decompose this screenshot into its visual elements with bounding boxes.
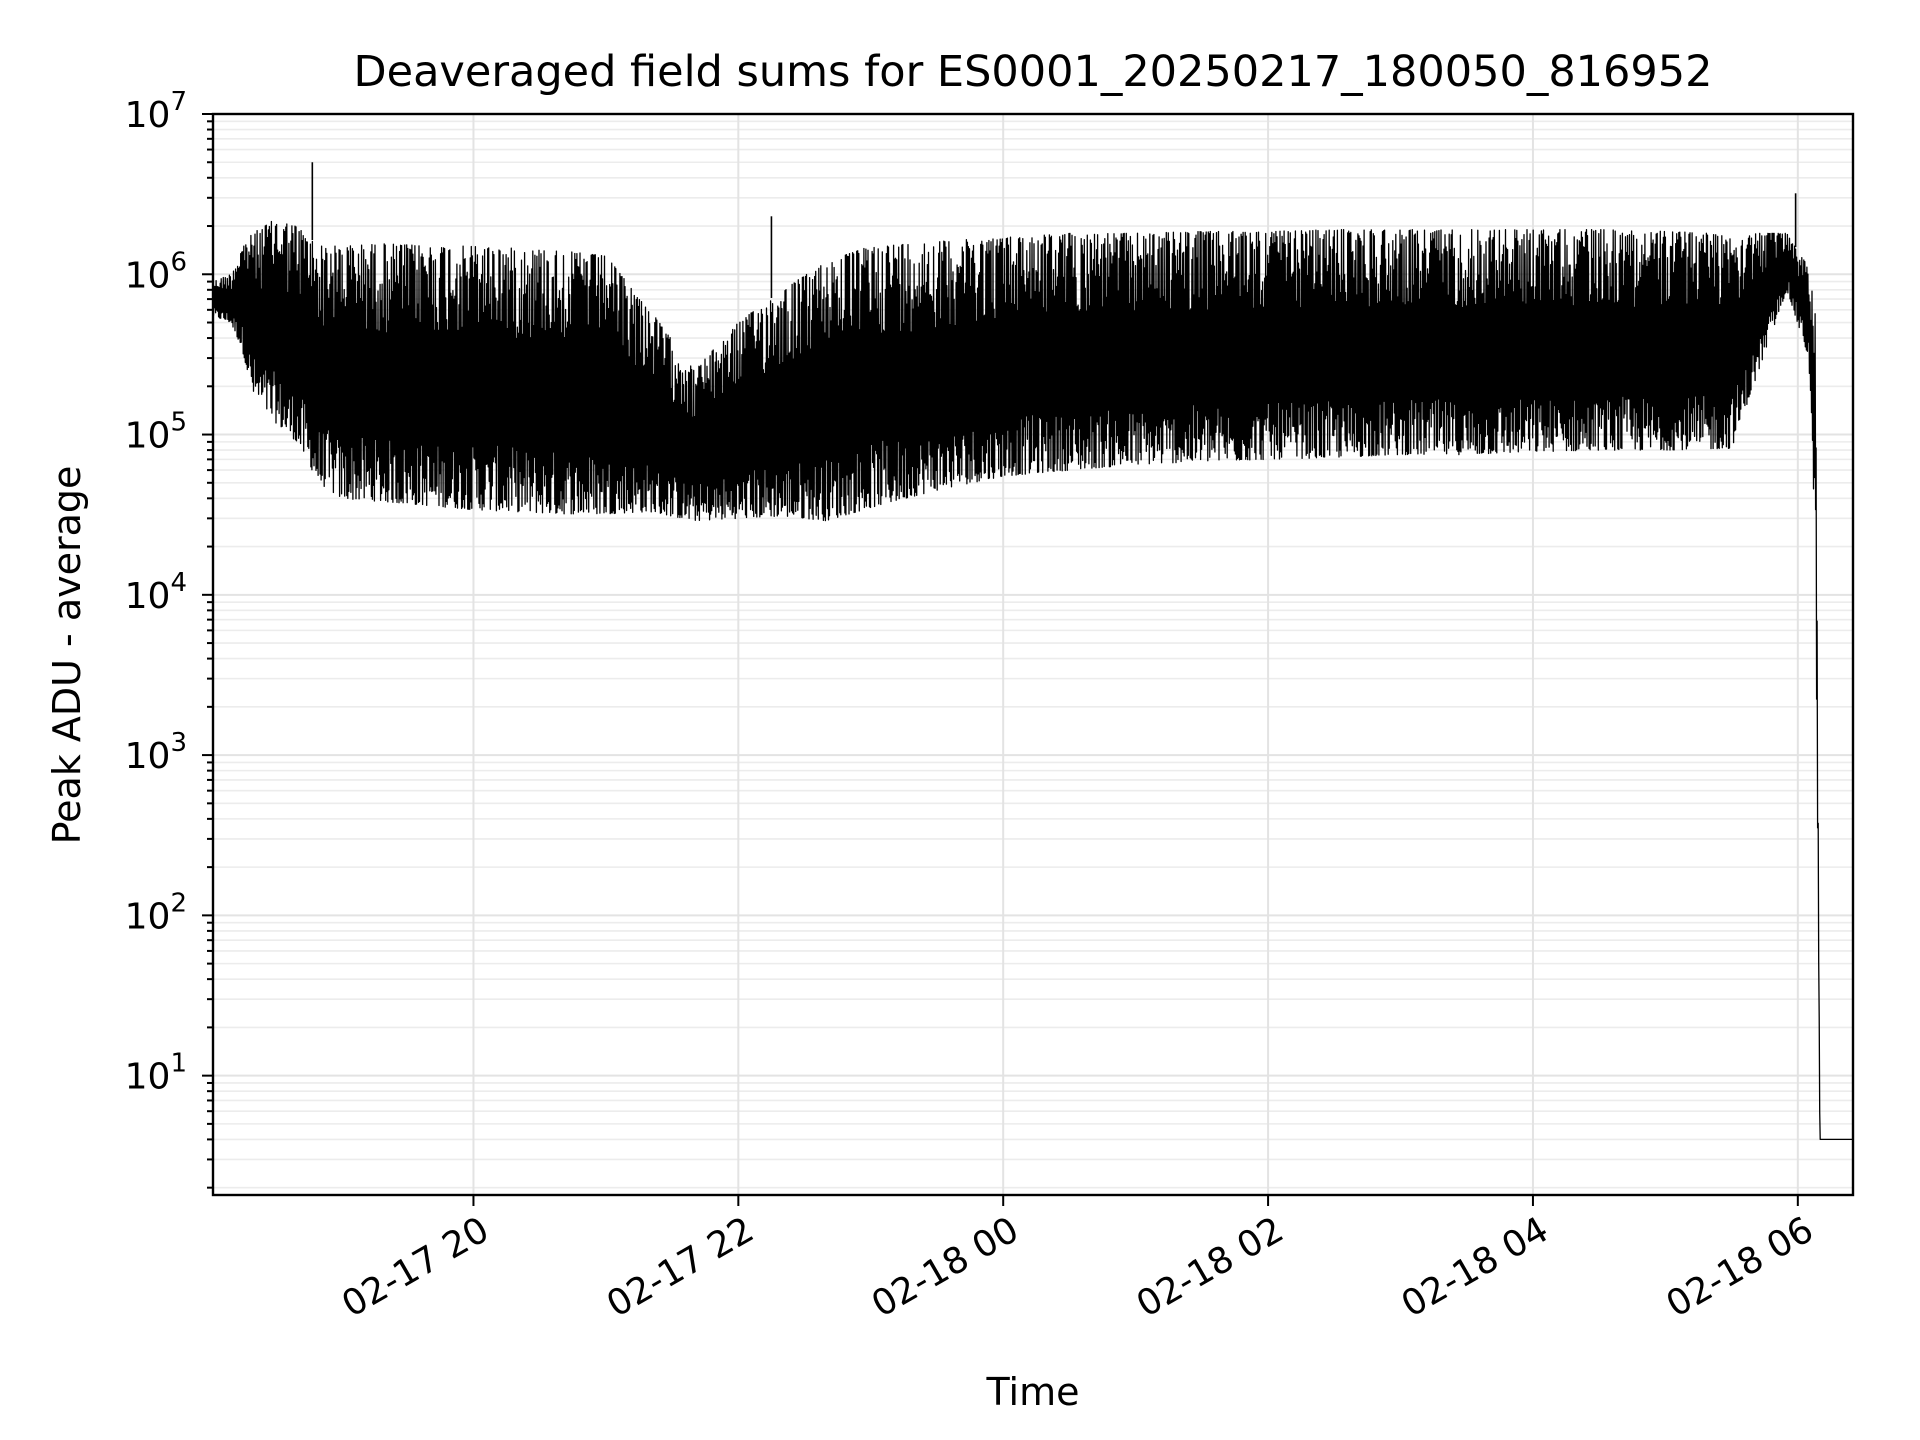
y-tick-label: 104	[125, 568, 187, 617]
chart-title: Deaveraged field sums for ES0001_2025021…	[354, 47, 1713, 97]
y-tick-label: 106	[125, 247, 187, 296]
data-series	[212, 162, 1854, 1141]
y-tick-label: 101	[125, 1049, 187, 1098]
y-axis-label: Peak ADU - average	[45, 466, 89, 845]
plot-frame	[211, 112, 1855, 1197]
y-tick-label: 102	[125, 888, 187, 937]
x-axis-label: Time	[986, 1370, 1080, 1414]
y-tick-label: 107	[125, 87, 187, 136]
y-tick-label: 105	[125, 408, 187, 457]
y-tick-label: 103	[125, 728, 187, 777]
series-line	[212, 220, 1854, 1141]
